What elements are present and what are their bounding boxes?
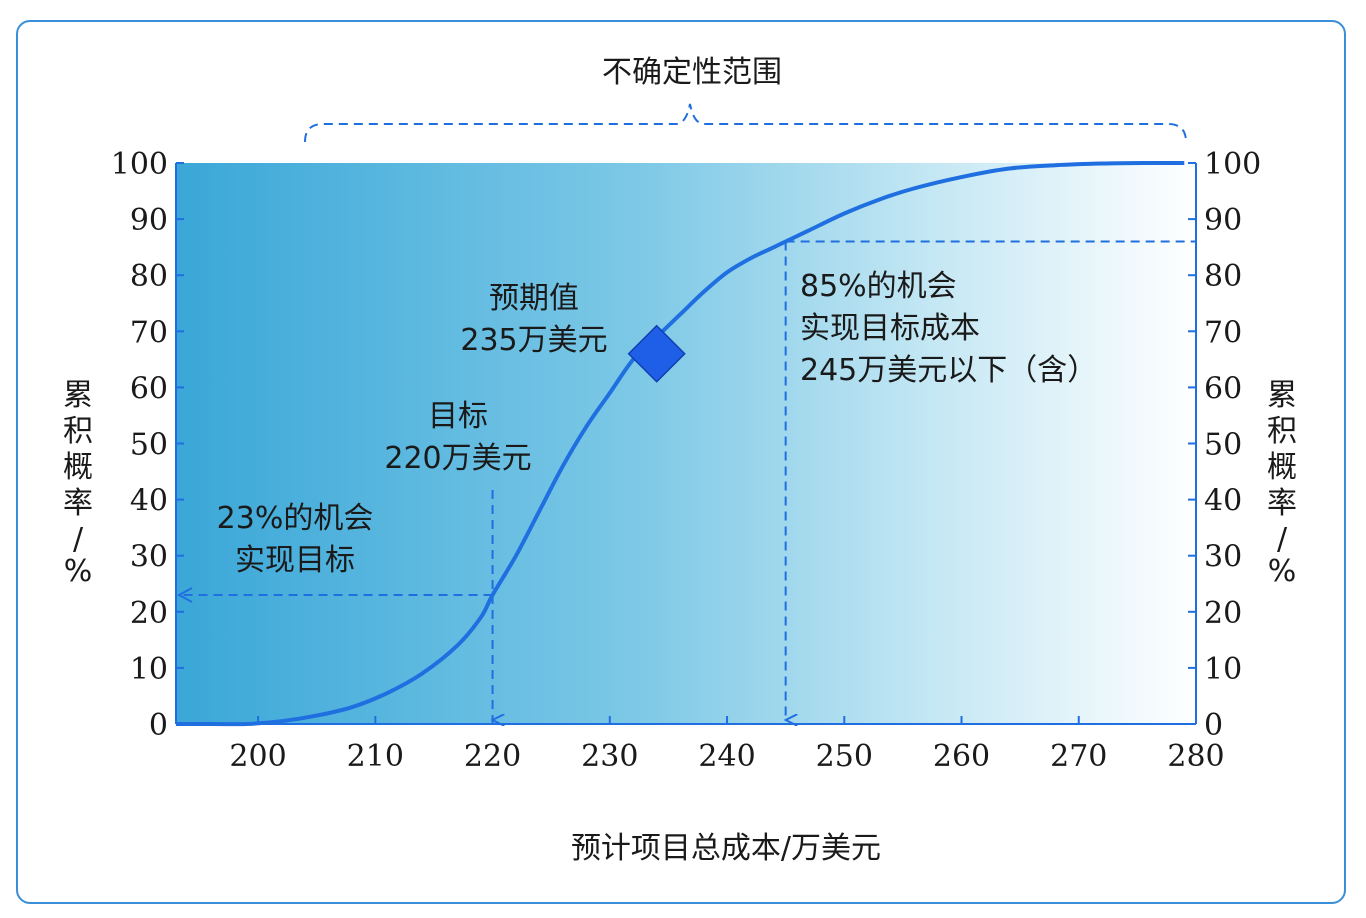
y-tick-label-right: 50 [1204, 428, 1242, 463]
y-tick-label-right: 40 [1204, 484, 1242, 519]
x-tick-label: 220 [464, 739, 521, 774]
x-tick-label: 280 [1167, 739, 1224, 774]
y-tick-label-left: 20 [130, 596, 168, 631]
expected-value-label: 预期值 [489, 281, 579, 316]
chance85-label: 245万美元以下（含） [800, 353, 1097, 388]
axis-label-char: % [64, 554, 93, 589]
axis-label-char: 概 [1267, 450, 1297, 485]
figure-frame [16, 20, 1346, 904]
y-tick-label-right: 30 [1204, 540, 1242, 575]
y-tick-label-left: 30 [130, 540, 168, 575]
y-tick-label-right: 100 [1204, 147, 1261, 182]
plot-area [176, 163, 1196, 724]
target-label: 目标 [428, 399, 488, 434]
chance85-label: 85%的机会 [800, 269, 957, 304]
y-tick-label-right: 10 [1204, 652, 1242, 687]
y-tick-label-right: 60 [1204, 371, 1242, 406]
axis-label-char: / [73, 522, 84, 557]
expected-value-marker [627, 324, 686, 383]
y-tick-label-right: 90 [1204, 203, 1242, 238]
x-tick-label: 260 [933, 739, 990, 774]
x-tick-label: 210 [347, 739, 404, 774]
axis-label-char: 累 [1267, 378, 1297, 413]
axis-label-char: 累 [63, 378, 93, 413]
y-tick-label-left: 60 [130, 371, 168, 406]
x-tick-label: 200 [229, 739, 286, 774]
axis-label-char: 率 [63, 486, 93, 521]
x-axis-label: 预计项目总成本/万美元 [571, 831, 881, 866]
target-arrowhead-left [176, 587, 193, 603]
y-tick-label-left: 80 [130, 259, 168, 294]
uncertainty-range-brace [304, 103, 1187, 143]
y-tick-label-left: 40 [130, 484, 168, 519]
y-tick-label-left: 50 [130, 428, 168, 463]
y-tick-label-left: 10 [130, 652, 168, 687]
y-tick-label-right: 70 [1204, 315, 1242, 350]
x-tick-label: 240 [698, 739, 755, 774]
axis-label-char: 积 [1267, 414, 1297, 449]
target-chance-label: 实现目标 [235, 543, 355, 578]
x-tick-label: 250 [816, 739, 873, 774]
x-tick-label: 270 [1050, 739, 1107, 774]
x-tick-label: 230 [581, 739, 638, 774]
target-chance-label: 23%的机会 [217, 501, 374, 536]
y-tick-label-right: 80 [1204, 259, 1242, 294]
y-tick-label-left: 90 [130, 203, 168, 238]
y-tick-label-left: 0 [149, 708, 168, 743]
uncertainty-range-label: 不确定性范围 [602, 55, 782, 90]
expected-value-label: 235万美元 [460, 323, 607, 358]
chance85-label: 实现目标成本 [800, 311, 980, 346]
y-tick-label-right: 20 [1204, 596, 1242, 631]
y-tick-label-right: 0 [1204, 708, 1223, 743]
axis-label-char: 积 [63, 414, 93, 449]
y-tick-label-left: 70 [130, 315, 168, 350]
axis-label-char: / [1277, 522, 1288, 557]
target-label: 220万美元 [384, 441, 531, 476]
axis-label-char: % [1268, 554, 1297, 589]
axis-label-char: 概 [63, 450, 93, 485]
axis-label-char: 率 [1267, 486, 1297, 521]
y-tick-label-left: 100 [111, 147, 168, 182]
